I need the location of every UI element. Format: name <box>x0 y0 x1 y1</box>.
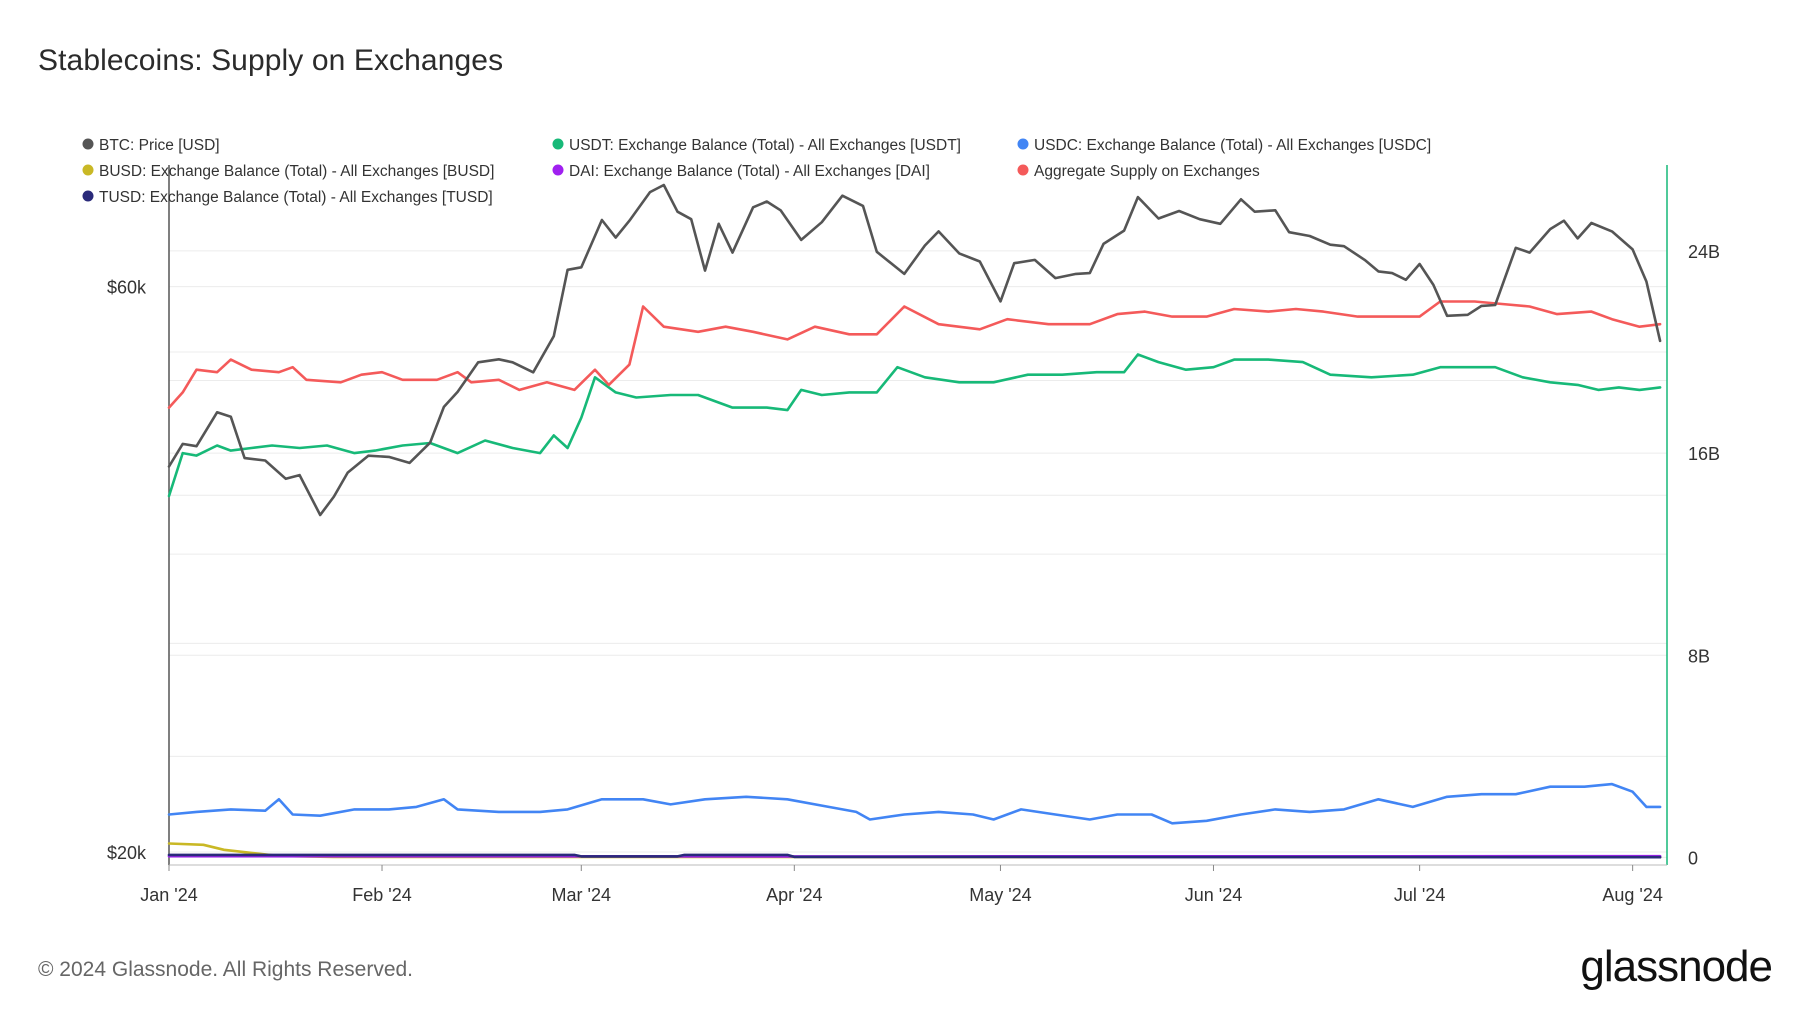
tick-labels: Jan '24 Feb '24 Mar '24 Apr '24 May '24 Jun '… <box>107 242 1720 905</box>
legend-marker-icon <box>552 164 564 176</box>
series-line <box>167 300 1662 409</box>
y-right-tick-label: 24B <box>1688 242 1720 262</box>
copyright-footer: © 2024 Glassnode. All Rights Reserved. <box>38 958 414 981</box>
x-tick-label: May '24 <box>969 885 1031 905</box>
y-right-tick-label: 16B <box>1688 444 1720 464</box>
legend-item[interactable]: BTC: Price [USD] <box>82 137 220 154</box>
legend-label: BTC: Price [USD] <box>99 137 220 154</box>
x-tick-label: Jul '24 <box>1394 885 1445 905</box>
legend-label: USDT: Exchange Balance (Total) - All Exc… <box>569 137 961 154</box>
series-line <box>167 853 1662 859</box>
legend-label: Aggregate Supply on Exchanges <box>1034 163 1260 180</box>
legend-label: DAI: Exchange Balance (Total) - All Exch… <box>569 163 930 180</box>
legend-item[interactable]: USDC: Exchange Balance (Total) - All Exc… <box>1017 137 1432 154</box>
y-right-tick-label: 0 <box>1688 848 1698 868</box>
axes <box>168 165 1668 866</box>
legend-marker-icon <box>1017 164 1029 176</box>
legend-label: BUSD: Exchange Balance (Total) - All Exc… <box>99 163 494 180</box>
legend-label: TUSD: Exchange Balance (Total) - All Exc… <box>99 189 493 206</box>
y-left-tick-label: $20k <box>107 843 147 863</box>
series-lines <box>167 183 1662 859</box>
x-tick-label: Feb '24 <box>352 885 411 905</box>
y-right-tick-label: 8B <box>1688 646 1710 666</box>
x-tick-label: Jun '24 <box>1185 885 1242 905</box>
x-tick-label: Jan '24 <box>140 885 197 905</box>
series-line <box>167 183 1662 517</box>
legend-item[interactable]: BUSD: Exchange Balance (Total) - All Exc… <box>82 163 495 180</box>
series-line <box>167 353 1662 498</box>
x-tick-label: Mar '24 <box>552 885 611 905</box>
legend-item[interactable]: TUSD: Exchange Balance (Total) - All Exc… <box>82 189 493 206</box>
x-tick-label: Apr '24 <box>766 885 822 905</box>
legend[interactable]: BTC: Price [USD] USDT: Exchange Balance (… <box>82 137 1432 206</box>
glassnode-logo: glassnode <box>1580 942 1773 991</box>
y-left-tick-label: $60k <box>107 278 147 298</box>
legend-label: USDC: Exchange Balance (Total) - All Exc… <box>1034 137 1431 154</box>
legend-marker-icon <box>82 190 94 202</box>
legend-marker-icon <box>552 138 564 150</box>
chart-title: Stablecoins: Supply on Exchanges <box>38 44 504 77</box>
grid-lines <box>169 250 1667 858</box>
legend-marker-icon <box>1017 138 1029 150</box>
legend-item[interactable]: Aggregate Supply on Exchanges <box>1017 163 1261 180</box>
legend-item[interactable]: DAI: Exchange Balance (Total) - All Exch… <box>552 163 930 180</box>
legend-marker-icon <box>82 138 94 150</box>
legend-marker-icon <box>82 164 94 176</box>
legend-item[interactable]: USDT: Exchange Balance (Total) - All Exc… <box>552 137 961 154</box>
series-line <box>167 782 1662 825</box>
x-tick-label: Aug '24 <box>1602 885 1663 905</box>
